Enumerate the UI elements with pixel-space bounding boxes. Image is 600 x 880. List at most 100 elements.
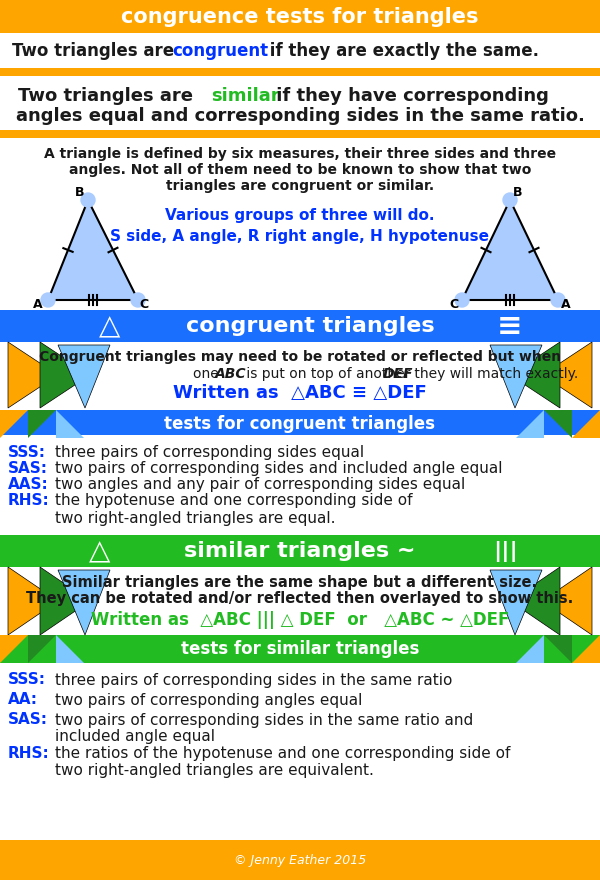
- Bar: [0, 663, 600, 840]
- Circle shape: [455, 293, 469, 307]
- Bar: [0, 130, 600, 138]
- Bar: [0, 410, 600, 438]
- Polygon shape: [542, 567, 592, 635]
- Text: RHS:: RHS:: [8, 745, 50, 760]
- Text: △: △: [89, 537, 110, 565]
- Polygon shape: [462, 200, 558, 300]
- Text: congruent: congruent: [172, 42, 268, 60]
- Circle shape: [551, 293, 565, 307]
- Text: if they are exactly the same.: if they are exactly the same.: [264, 42, 539, 60]
- Circle shape: [503, 193, 517, 207]
- Polygon shape: [40, 342, 90, 408]
- Text: Congruent triangles may need to be rotated or reflected but when: Congruent triangles may need to be rotat…: [39, 350, 561, 364]
- Bar: [0, 33, 600, 68]
- Bar: [0, 840, 600, 880]
- Bar: [0, 138, 600, 310]
- Text: two right-angled triangles are equal.: two right-angled triangles are equal.: [55, 510, 335, 525]
- Bar: [0, 635, 600, 663]
- Text: congruent triangles: congruent triangles: [185, 316, 434, 336]
- Text: B: B: [75, 186, 85, 199]
- Text: tests for similar triangles: tests for similar triangles: [181, 640, 419, 658]
- Polygon shape: [544, 635, 572, 663]
- Text: Two triangles are: Two triangles are: [12, 42, 180, 60]
- Text: two pairs of corresponding sides in the same ratio and: two pairs of corresponding sides in the …: [55, 713, 473, 728]
- Text: DEF: DEF: [383, 367, 413, 381]
- Text: similar triangles ~: similar triangles ~: [184, 541, 416, 561]
- Text: RHS:: RHS:: [8, 493, 50, 508]
- Text: |||: |||: [493, 540, 517, 561]
- Polygon shape: [490, 345, 542, 408]
- Text: if they have corresponding: if they have corresponding: [270, 87, 549, 105]
- Bar: [0, 535, 600, 567]
- Bar: [0, 310, 600, 342]
- Text: they will match exactly.: they will match exactly.: [410, 367, 578, 381]
- Circle shape: [131, 293, 145, 307]
- Text: SAS:: SAS:: [8, 713, 48, 728]
- Polygon shape: [572, 635, 600, 663]
- Bar: [0, 435, 600, 535]
- Text: SSS:: SSS:: [8, 444, 46, 459]
- Text: triangles are congruent or similar.: triangles are congruent or similar.: [166, 179, 434, 193]
- Text: AA:: AA:: [8, 693, 38, 708]
- Polygon shape: [516, 410, 544, 438]
- Text: A triangle is defined by six measures, their three sides and three: A triangle is defined by six measures, t…: [44, 147, 556, 161]
- Text: is put on top of another: is put on top of another: [242, 367, 415, 381]
- Text: C: C: [139, 297, 149, 311]
- Text: C: C: [449, 297, 458, 311]
- Polygon shape: [56, 410, 84, 438]
- Polygon shape: [490, 570, 542, 635]
- Text: the ratios of the hypotenuse and one corresponding side of: the ratios of the hypotenuse and one cor…: [55, 745, 511, 760]
- Text: △: △: [100, 312, 121, 340]
- Text: two pairs of corresponding sides and included angle equal: two pairs of corresponding sides and inc…: [55, 460, 503, 475]
- Text: included angle equal: included angle equal: [55, 730, 215, 744]
- Text: congruence tests for triangles: congruence tests for triangles: [121, 7, 479, 27]
- Text: S side, A angle, R right angle, H hypotenuse: S side, A angle, R right angle, H hypote…: [110, 229, 490, 244]
- Polygon shape: [58, 570, 110, 635]
- Text: tests for congruent triangles: tests for congruent triangles: [164, 415, 436, 433]
- Polygon shape: [58, 345, 110, 408]
- Text: angles equal and corresponding sides in the same ratio.: angles equal and corresponding sides in …: [16, 107, 584, 125]
- Text: Similar triangles are the same shape but a different size.: Similar triangles are the same shape but…: [62, 575, 538, 590]
- Text: AAS:: AAS:: [8, 476, 49, 492]
- Text: A: A: [33, 297, 43, 311]
- Text: two angles and any pair of corresponding sides equal: two angles and any pair of corresponding…: [55, 476, 465, 492]
- Polygon shape: [0, 635, 28, 663]
- Text: © Jenny Eather 2015: © Jenny Eather 2015: [234, 854, 366, 867]
- Polygon shape: [40, 567, 90, 635]
- Text: Written as  △ABC ||| △ DEF  or   △ABC ~ △DEF: Written as △ABC ||| △ DEF or △ABC ~ △DEF: [91, 611, 509, 629]
- Text: They can be rotated and/or reflected then overlayed to show this.: They can be rotated and/or reflected the…: [26, 590, 574, 605]
- Polygon shape: [544, 410, 572, 438]
- Polygon shape: [516, 635, 544, 663]
- Bar: [0, 68, 600, 76]
- Text: similar: similar: [211, 87, 280, 105]
- Text: SAS:: SAS:: [8, 460, 48, 475]
- Text: Written as  △ABC ≡ △DEF: Written as △ABC ≡ △DEF: [173, 384, 427, 402]
- Text: three pairs of corresponding sides equal: three pairs of corresponding sides equal: [55, 444, 364, 459]
- Polygon shape: [572, 410, 600, 438]
- Text: angles. Not all of them need to be known to show that two: angles. Not all of them need to be known…: [69, 163, 531, 177]
- Polygon shape: [510, 567, 560, 635]
- Polygon shape: [28, 410, 56, 438]
- Text: the hypotenuse and one corresponding side of: the hypotenuse and one corresponding sid…: [55, 493, 413, 508]
- Text: two pairs of corresponding angles equal: two pairs of corresponding angles equal: [55, 693, 362, 708]
- Text: B: B: [513, 186, 523, 199]
- Polygon shape: [542, 342, 592, 408]
- Text: ABC: ABC: [215, 367, 247, 381]
- Polygon shape: [48, 200, 138, 300]
- Polygon shape: [8, 342, 58, 408]
- Polygon shape: [8, 567, 58, 635]
- Text: one: one: [193, 367, 223, 381]
- Text: A: A: [561, 297, 571, 311]
- Polygon shape: [0, 410, 28, 438]
- Polygon shape: [56, 635, 84, 663]
- Text: two right-angled triangles are equivalent.: two right-angled triangles are equivalen…: [55, 762, 374, 778]
- Bar: [0, 76, 600, 130]
- Text: ≡: ≡: [497, 312, 523, 341]
- Circle shape: [81, 193, 95, 207]
- Polygon shape: [510, 342, 560, 408]
- Text: Various groups of three will do.: Various groups of three will do.: [165, 208, 435, 223]
- Text: three pairs of corresponding sides in the same ratio: three pairs of corresponding sides in th…: [55, 672, 452, 687]
- Text: Two triangles are: Two triangles are: [18, 87, 199, 105]
- Text: SSS:: SSS:: [8, 672, 46, 687]
- Circle shape: [41, 293, 55, 307]
